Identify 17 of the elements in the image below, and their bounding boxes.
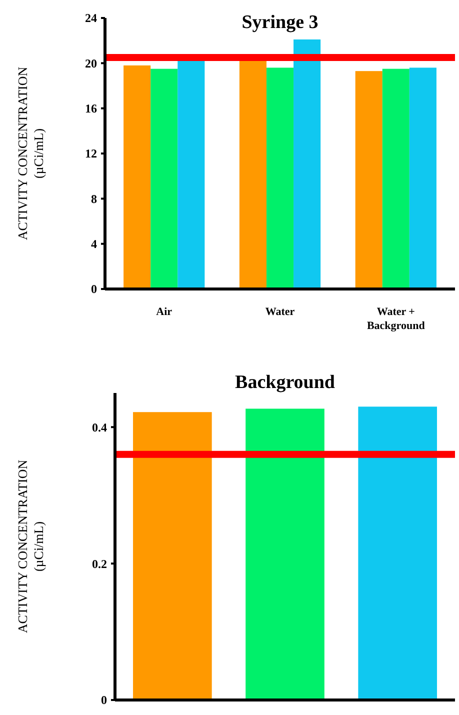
y-tick-label: 0 xyxy=(91,282,97,296)
y-tick-label: 24 xyxy=(85,11,97,26)
y-tick-label: 12 xyxy=(85,146,97,161)
x-tick-label: Water + Background xyxy=(366,306,425,332)
y-tick-label: 20 xyxy=(85,56,97,70)
y-tick-label: 16 xyxy=(85,102,97,116)
chart-title: Background xyxy=(235,372,336,393)
y-axis-title: ACTIVITY CONCENTRATION (µCi/mL) xyxy=(15,66,46,240)
chart-title: Syringe 3 xyxy=(242,12,318,33)
y-tick-label: 0.4 xyxy=(92,420,107,434)
y-tick-label: 8 xyxy=(91,192,97,206)
y-tick-label: 4 xyxy=(91,237,97,252)
x-tick-label: Air xyxy=(156,306,172,318)
y-tick-label: 0 xyxy=(101,693,107,708)
y-axis-title: ACTIVITY CONCENTRATION (µCi/mL) xyxy=(15,459,46,634)
y-tick-label: 0.2 xyxy=(92,556,107,571)
x-tick-label: Water xyxy=(265,306,295,318)
